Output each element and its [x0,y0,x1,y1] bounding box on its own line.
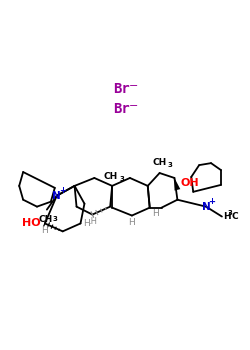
Text: +: + [208,197,216,206]
Text: H: H [152,209,158,218]
Text: H: H [128,217,135,226]
Text: H: H [42,226,48,236]
Text: OH: OH [180,178,199,188]
Text: H: H [223,212,230,221]
Text: CH: CH [152,158,167,167]
Text: Br: Br [113,102,130,116]
Text: 3: 3 [119,176,124,182]
Text: C: C [232,212,238,221]
Text: 3: 3 [168,162,172,168]
Text: Br: Br [113,82,130,96]
Text: CH: CH [39,215,53,224]
Text: −: − [129,101,138,111]
Text: +: + [59,186,66,195]
Text: 3: 3 [53,216,58,222]
Text: HO: HO [22,218,41,229]
Text: 3: 3 [228,210,233,216]
Text: H: H [84,219,90,228]
Text: N: N [202,202,210,212]
Text: N: N [52,191,61,201]
Polygon shape [174,178,180,190]
Text: CH: CH [103,172,117,181]
Text: −: − [129,81,138,91]
Text: .H: .H [88,217,97,225]
